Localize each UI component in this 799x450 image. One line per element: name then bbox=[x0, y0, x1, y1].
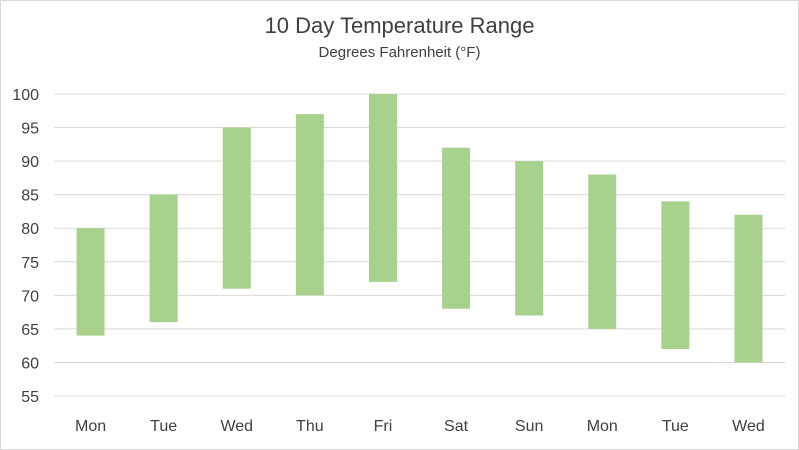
range-bar bbox=[368, 94, 397, 282]
x-tick-label: Mon bbox=[75, 418, 106, 435]
y-tick-label: 80 bbox=[21, 221, 39, 238]
range-bar bbox=[295, 114, 324, 296]
chart-subtitle: Degrees Fahrenheit (°F) bbox=[318, 44, 481, 61]
y-tick-label: 75 bbox=[21, 255, 39, 272]
x-tick-label: Thu bbox=[296, 418, 324, 435]
y-tick-label: 95 bbox=[21, 121, 39, 138]
y-tick-label: 100 bbox=[12, 87, 39, 104]
y-tick-label: 70 bbox=[21, 288, 39, 305]
range-bar bbox=[76, 228, 105, 336]
range-bar bbox=[222, 127, 251, 289]
y-tick-label: 60 bbox=[21, 355, 39, 372]
x-tick-label: Fri bbox=[374, 418, 393, 435]
x-tick-label: Wed bbox=[220, 418, 253, 435]
x-tick-label: Sat bbox=[444, 418, 469, 435]
range-bar bbox=[588, 174, 617, 329]
x-tick-label: Tue bbox=[662, 418, 689, 435]
chart-title: 10 Day Temperature Range bbox=[264, 13, 535, 38]
y-tick-label: 85 bbox=[21, 188, 39, 205]
y-tick-label: 90 bbox=[21, 154, 39, 171]
x-tick-label: Wed bbox=[732, 418, 765, 435]
range-bar bbox=[661, 201, 690, 350]
x-tick-label: Mon bbox=[587, 418, 618, 435]
range-bar bbox=[734, 214, 763, 363]
y-tick-label: 55 bbox=[21, 389, 39, 406]
range-bar bbox=[515, 161, 544, 316]
x-tick-label: Tue bbox=[150, 418, 177, 435]
range-bar bbox=[149, 194, 178, 323]
x-tick-label: Sun bbox=[515, 418, 543, 435]
range-bar bbox=[442, 147, 471, 309]
y-tick-label: 65 bbox=[21, 322, 39, 339]
